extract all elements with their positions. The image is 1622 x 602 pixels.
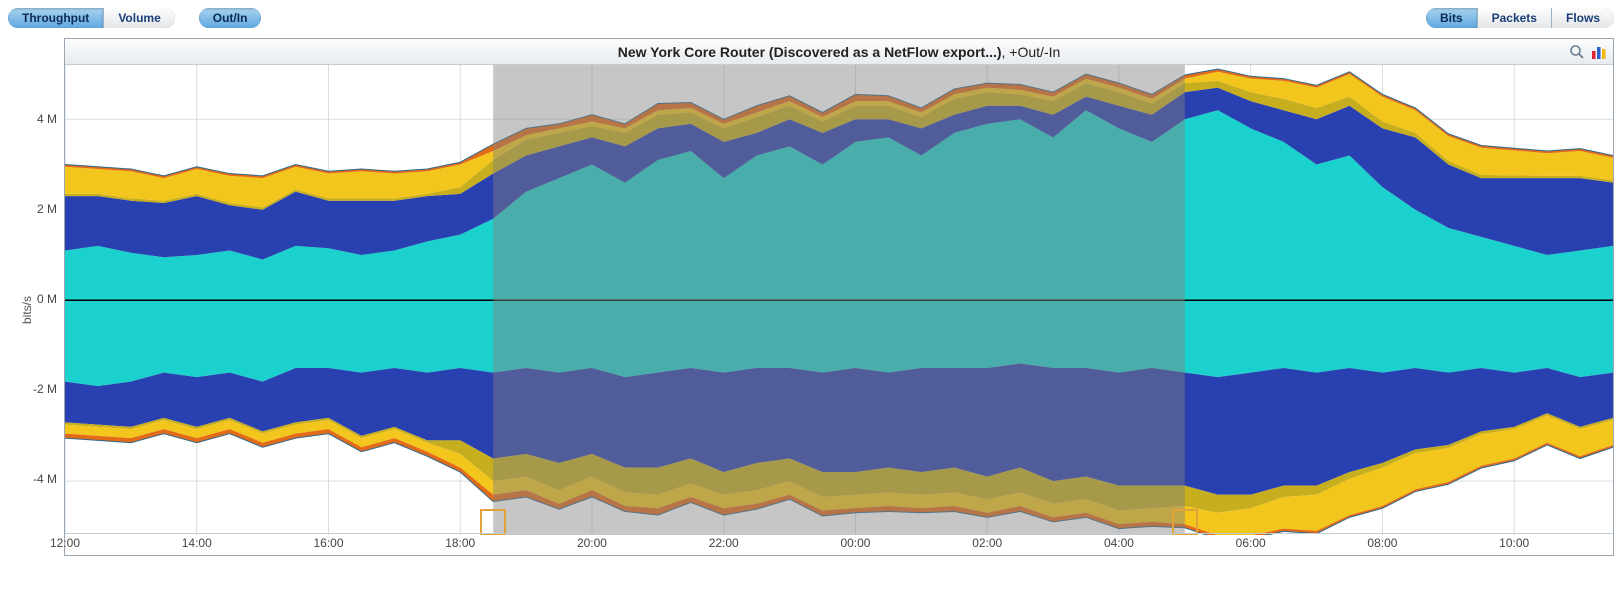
- selection-handle-start[interactable]: [480, 509, 506, 535]
- x-tick-label: 06:00: [1236, 536, 1266, 550]
- toolbar-right: BitsPacketsFlows: [1426, 8, 1614, 28]
- mode-btn-throughput[interactable]: Throughput: [8, 8, 104, 28]
- unit-btn-bits[interactable]: Bits: [1426, 8, 1478, 28]
- chart-title-bold: New York Core Router (Discovered as a Ne…: [618, 44, 1002, 60]
- y-tick-label: 0 M: [37, 292, 57, 306]
- direction-btn-out-in[interactable]: Out/In: [199, 8, 262, 28]
- toolbar: ThroughputVolume Out/In BitsPacketsFlows: [8, 8, 1614, 28]
- x-tick-label: 02:00: [972, 536, 1002, 550]
- x-tick-label: 14:00: [182, 536, 212, 550]
- x-tick-label: 00:00: [840, 536, 870, 550]
- selection-handle-end[interactable]: [1172, 509, 1198, 535]
- chart-plot-area[interactable]: [65, 65, 1613, 533]
- seg-group-unit: BitsPacketsFlows: [1426, 8, 1614, 28]
- x-tick-label: 22:00: [709, 536, 739, 550]
- chart-panel: New York Core Router (Discovered as a Ne…: [64, 38, 1614, 556]
- y-tick-label: 2 M: [37, 202, 57, 216]
- seg-group-mode: ThroughputVolume: [8, 8, 175, 28]
- zoom-reset-icon[interactable]: [1569, 44, 1585, 60]
- chart-title-rest: , +Out/-In: [1002, 44, 1061, 60]
- chart-title-icons: [1569, 39, 1607, 65]
- x-tick-label: 18:00: [445, 536, 475, 550]
- x-tick-label: 16:00: [313, 536, 343, 550]
- y-tick-label: -2 M: [33, 382, 57, 396]
- chart-title-bar: New York Core Router (Discovered as a Ne…: [65, 39, 1613, 65]
- x-tick-label: 20:00: [577, 536, 607, 550]
- mode-btn-volume[interactable]: Volume: [104, 8, 174, 28]
- seg-group-direction: Out/In: [199, 8, 262, 28]
- x-tick-label: 08:00: [1367, 536, 1397, 550]
- x-tick-label: 04:00: [1104, 536, 1134, 550]
- unit-btn-packets[interactable]: Packets: [1478, 8, 1552, 28]
- y-tick-label: 4 M: [37, 112, 57, 126]
- toolbar-left: ThroughputVolume Out/In: [8, 8, 261, 28]
- x-tick-label: 10:00: [1499, 536, 1529, 550]
- unit-btn-flows[interactable]: Flows: [1552, 8, 1614, 28]
- chart-body: bits/s 4 M2 M0 M-2 M-4 M 12:0014:0016:00…: [65, 65, 1613, 555]
- chart-type-icon[interactable]: [1591, 44, 1607, 60]
- x-axis-ticks: 12:0014:0016:0018:0020:0022:0000:0002:00…: [65, 533, 1613, 555]
- chart-svg: [65, 65, 1613, 535]
- x-tick-label: 12:00: [50, 536, 80, 550]
- time-selection-overlay: [493, 65, 1185, 535]
- y-axis-ticks: 4 M 2 M 0 M -2 M -4 M: [15, 65, 59, 533]
- y-tick-label: -4 M: [33, 472, 57, 486]
